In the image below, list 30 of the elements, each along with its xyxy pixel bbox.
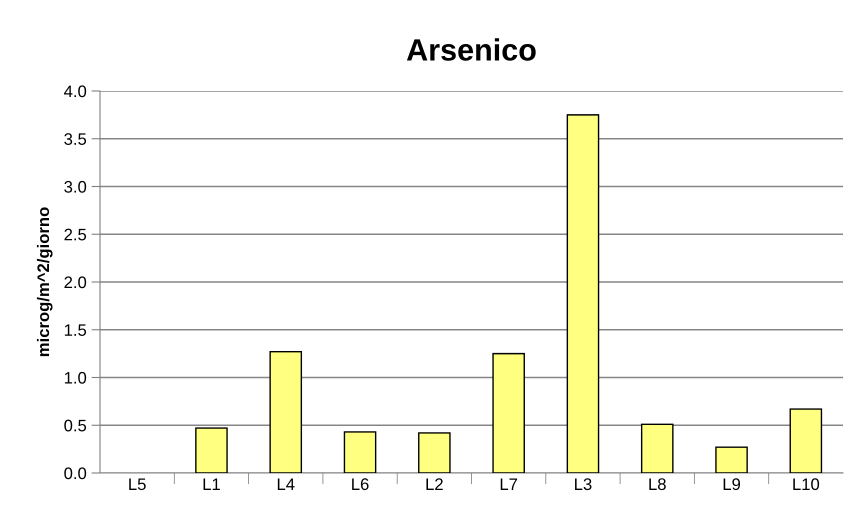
bar — [640, 424, 674, 473]
y-tick-label: 1.0 — [64, 372, 86, 384]
y-tick-label: 2.0 — [64, 276, 86, 288]
y-tick-label: 3.5 — [64, 133, 86, 145]
x-tick-label: L1 — [204, 478, 220, 490]
x-tick-label: L4 — [278, 478, 295, 490]
x-tick-label: L5 — [129, 478, 146, 490]
bar — [418, 432, 451, 473]
bar — [344, 431, 376, 473]
y-tick-label: 3.0 — [64, 180, 86, 193]
bar — [492, 352, 525, 473]
y-tick-label: 2.5 — [64, 228, 86, 240]
y-tick-label: 4.0 — [64, 85, 86, 98]
x-tick-label: L2 — [426, 478, 443, 490]
x-tick-label: L3 — [575, 478, 592, 490]
x-tick-label: L6 — [352, 478, 369, 490]
x-tick-label: L7 — [500, 478, 518, 490]
y-tick-label: 1.5 — [64, 324, 86, 336]
bar — [195, 427, 228, 473]
bar — [790, 408, 822, 473]
x-tick-label: L10 — [793, 478, 820, 490]
x-tick-label: L9 — [724, 478, 740, 490]
y-tick-label: 0.0 — [64, 467, 86, 480]
bar — [566, 114, 600, 473]
x-tick-label: L8 — [649, 478, 666, 490]
chart-title: Arsenico — [406, 38, 536, 61]
bar — [269, 351, 302, 473]
y-axis-title: microg/m^2/giorno — [36, 207, 53, 356]
bar — [715, 446, 748, 473]
y-tick-label: 0.5 — [64, 420, 86, 432]
